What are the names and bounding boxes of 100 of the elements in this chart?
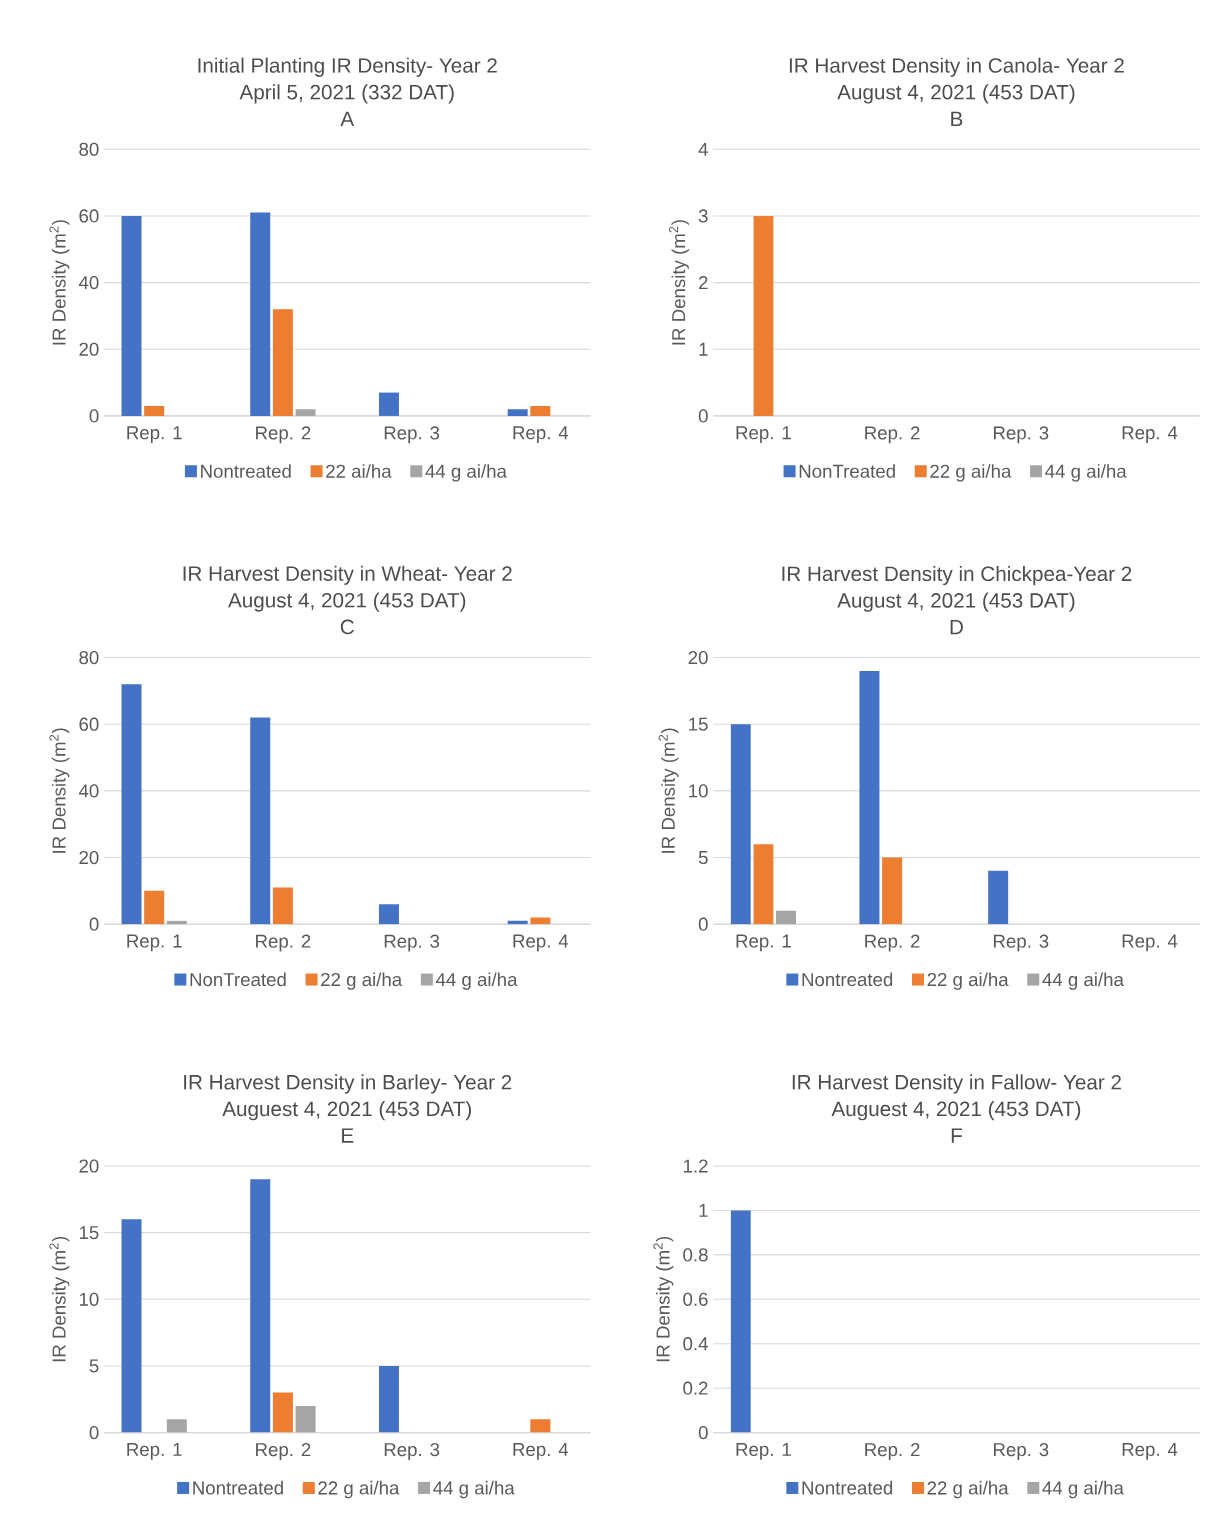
legend-label: 22 g ai/ha: [930, 464, 1012, 482]
x-tick-label: Rep. 2: [865, 426, 920, 444]
y-axis-title: IR Density (m$^{2}$): [49, 220, 70, 345]
x-tick-label: Rep. 2: [255, 934, 311, 952]
legend-label: Nontreated: [193, 1480, 283, 1495]
bar: [507, 920, 528, 925]
x-tick-label: Rep. 2: [865, 934, 920, 952]
bar: [530, 405, 551, 416]
y-axis-title: IR Density (m$^{2}$): [49, 1236, 70, 1362]
legend-label: 22 ai/ha: [325, 464, 392, 478]
bar: [166, 920, 187, 925]
y-tick-label: 0: [89, 917, 99, 931]
bar: [250, 717, 271, 925]
bar: [272, 887, 293, 925]
bar: [507, 409, 528, 416]
y-tick-label: 15: [79, 1226, 99, 1240]
y-tick-label: 10: [79, 1292, 99, 1306]
legend-label: 44 g ai/ha: [1042, 1480, 1124, 1499]
chart-subtitle: Auguest 4, 2021 (453 DAT): [831, 1101, 1080, 1121]
legend-label: 22 g ai/ha: [318, 1480, 400, 1499]
bar: [295, 409, 316, 416]
bar: [166, 1419, 187, 1433]
y-axis-title: IR Density (m$^{2}$): [49, 728, 70, 853]
x-tick-label: Rep. 1: [127, 934, 182, 952]
x-tick-label: Rep. 1: [127, 426, 182, 444]
y-tick-label: 3: [698, 209, 708, 223]
x-tick-label: Rep. 4: [513, 426, 568, 444]
y-tick-label: 5: [698, 851, 708, 865]
legend-label: 22 g ai/ha: [320, 972, 402, 990]
y-axis-title: IR Density (m$^{2}$): [653, 1236, 674, 1362]
text: E: [341, 1128, 354, 1143]
bar: [753, 844, 774, 925]
x-tick-label: Rep. 1: [736, 934, 791, 952]
legend-label: 22 g ai/ha: [927, 972, 1009, 990]
x-tick-label: Rep. 1: [127, 1443, 182, 1460]
y-tick-label: 15: [688, 717, 708, 731]
y-tick-label: 1: [699, 1204, 708, 1217]
chart-title: Initial Planting IR Density- Year 2: [198, 57, 497, 77]
y-tick-label: 2: [698, 276, 708, 290]
legend-label: 22 g ai/ha: [927, 1480, 1009, 1499]
chart-subtitle: August 4, 2021 (453 DAT): [227, 592, 466, 612]
x-tick-label: Rep. 3: [384, 426, 439, 444]
y-tick-label: 40: [78, 275, 99, 290]
legend-label: Nontreated: [200, 464, 291, 478]
bar: [730, 724, 751, 925]
text: D: [950, 620, 963, 635]
bar: [250, 212, 271, 416]
bar: [272, 1392, 293, 1433]
legend-label: 44 g ai/ha: [435, 972, 518, 990]
x-tick-label: Rep. 3: [993, 426, 1049, 444]
x-tick-label: Rep. 1: [736, 1443, 791, 1460]
text: B: [951, 111, 963, 126]
chart-subtitle: April 5, 2021 (332 DAT): [239, 84, 454, 104]
chart-title: IR Harvest Density in Chickpea-Year 2: [782, 565, 1132, 586]
legend-label: 44 g ai/ha: [1042, 972, 1124, 990]
y-tick-label: 0.8: [683, 1248, 708, 1262]
chart-title: IR Harvest Density in Canola- Year 2: [789, 57, 1124, 77]
y-tick-label: 0.2: [683, 1381, 708, 1395]
bar: [143, 890, 164, 925]
bar: [250, 1179, 271, 1433]
y-tick-label: 0: [89, 1425, 99, 1440]
chart-subtitle: August 4, 2021 (453 DAT): [837, 592, 1075, 612]
y-tick-label: 20: [79, 342, 99, 356]
y-axis-title: IR Density (m$^{2}$): [668, 220, 689, 345]
y-tick-label: 0.6: [683, 1292, 708, 1306]
x-tick-label: Rep. 1: [736, 426, 791, 444]
y-tick-label: 0.4: [683, 1337, 708, 1351]
y-tick-label: 80: [79, 142, 99, 156]
y-tick-label: 4: [698, 142, 708, 156]
y-tick-label: 0: [698, 1425, 708, 1440]
text: F: [951, 1128, 962, 1143]
bar: [530, 917, 551, 925]
y-tick-label: 5: [89, 1359, 99, 1373]
chart-subtitle: August 4, 2021 (453 DAT): [837, 84, 1075, 104]
bar: [987, 870, 1008, 925]
x-tick-label: Rep. 3: [384, 1443, 439, 1460]
legend-label: 44 g ai/ha: [425, 464, 507, 482]
y-tick-label: 40: [78, 784, 99, 798]
y-tick-label: 80: [79, 650, 99, 665]
x-tick-label: Rep. 4: [1122, 1443, 1178, 1460]
x-tick-label: Rep. 2: [255, 426, 311, 444]
y-axis-title: IR Density (m$^{2}$): [658, 728, 679, 853]
text: A: [340, 111, 354, 126]
x-tick-label: Rep. 2: [255, 1443, 311, 1460]
bar: [121, 1219, 142, 1433]
y-tick-label: 1.2: [683, 1159, 708, 1173]
bar: [530, 1419, 551, 1433]
bar: [121, 684, 142, 925]
x-tick-label: Rep. 4: [1122, 426, 1178, 444]
bar: [143, 405, 164, 416]
bar: [881, 857, 902, 925]
y-tick-label: 0: [698, 917, 708, 931]
y-tick-label: 20: [79, 850, 99, 865]
bar: [378, 1365, 399, 1433]
chart-subtitle: Auguest 4, 2021 (453 DAT): [222, 1101, 471, 1121]
x-tick-label: Rep. 4: [513, 934, 568, 952]
bar: [121, 215, 142, 416]
bar: [378, 392, 399, 416]
bar: [378, 904, 399, 925]
y-tick-label: 20: [688, 650, 708, 665]
